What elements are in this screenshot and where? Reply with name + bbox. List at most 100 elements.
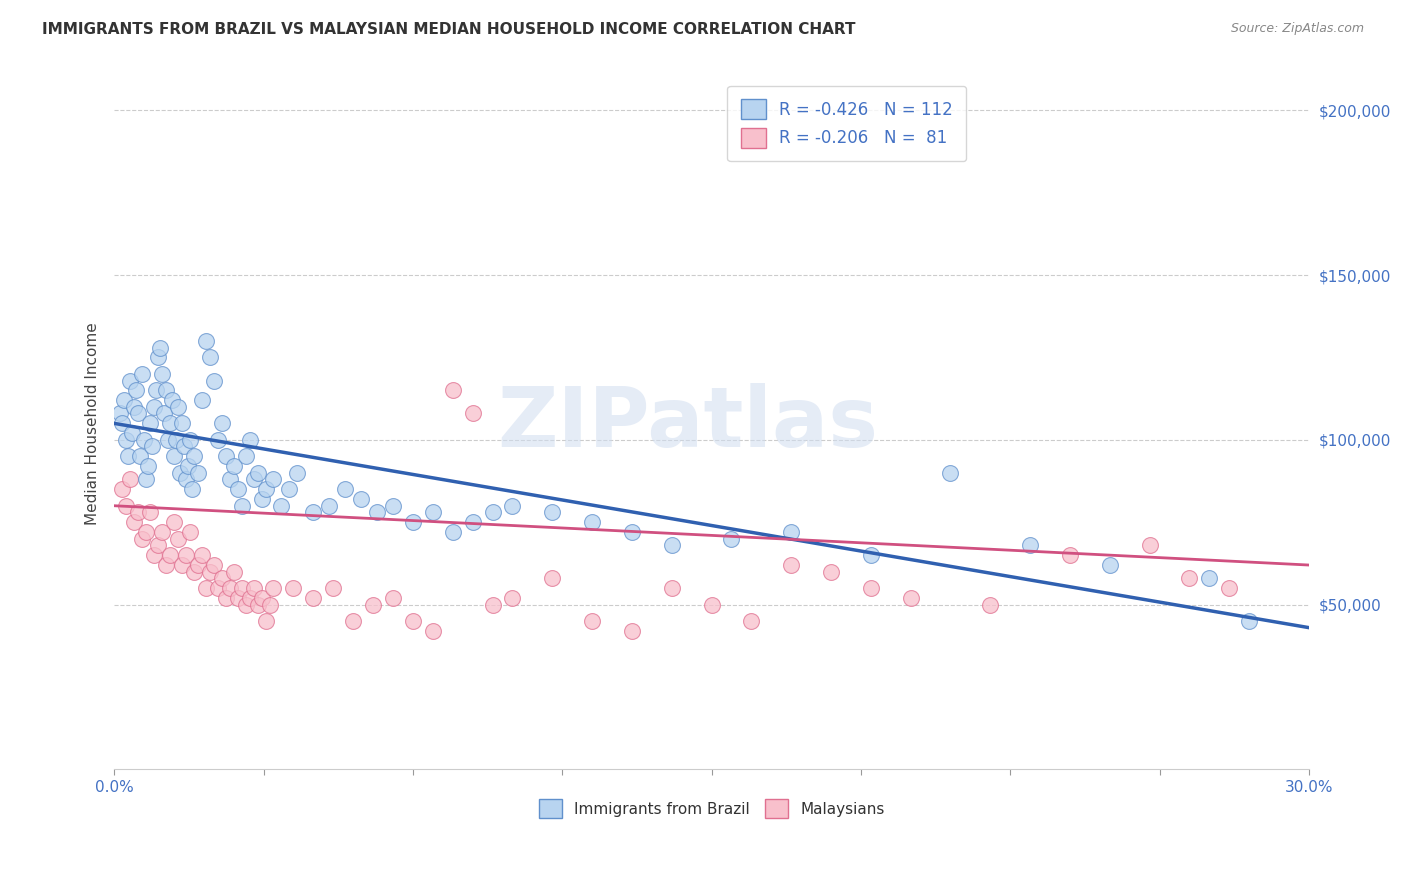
- Point: [111, 417, 134, 431]
- Point: [207, 433, 229, 447]
- Point: [146, 538, 169, 552]
- Point: [169, 466, 191, 480]
- Point: [115, 499, 138, 513]
- Point: [501, 591, 523, 605]
- Legend: Immigrants from Brazil, Malaysians: Immigrants from Brazil, Malaysians: [533, 793, 890, 824]
- Point: [381, 591, 404, 605]
- Point: [235, 598, 257, 612]
- Point: [361, 598, 384, 612]
- Point: [215, 450, 238, 464]
- Point: [541, 505, 564, 519]
- Point: [1019, 538, 1042, 552]
- Point: [402, 614, 425, 628]
- Point: [120, 472, 142, 486]
- Point: [194, 334, 217, 348]
- Point: [170, 558, 193, 572]
- Point: [254, 614, 277, 628]
- Point: [191, 393, 214, 408]
- Point: [202, 374, 225, 388]
- Point: [259, 598, 281, 612]
- Point: [167, 400, 190, 414]
- Point: [187, 558, 209, 572]
- Point: [131, 532, 153, 546]
- Point: [163, 515, 186, 529]
- Point: [143, 548, 166, 562]
- Point: [179, 525, 201, 540]
- Point: [422, 505, 444, 519]
- Point: [125, 384, 148, 398]
- Text: ZIPatlas: ZIPatlas: [498, 383, 879, 464]
- Point: [127, 407, 149, 421]
- Point: [180, 483, 202, 497]
- Point: [145, 384, 167, 398]
- Point: [1237, 614, 1260, 628]
- Point: [112, 393, 135, 408]
- Point: [122, 515, 145, 529]
- Point: [226, 591, 249, 605]
- Point: [150, 525, 173, 540]
- Point: [246, 466, 269, 480]
- Point: [740, 614, 762, 628]
- Point: [402, 515, 425, 529]
- Point: [278, 483, 301, 497]
- Point: [139, 505, 162, 519]
- Point: [250, 492, 273, 507]
- Point: [263, 581, 285, 595]
- Point: [287, 466, 309, 480]
- Point: [132, 433, 155, 447]
- Point: [979, 598, 1001, 612]
- Point: [620, 624, 643, 638]
- Point: [422, 624, 444, 638]
- Point: [283, 581, 305, 595]
- Point: [155, 384, 177, 398]
- Point: [211, 417, 233, 431]
- Point: [211, 571, 233, 585]
- Point: [194, 581, 217, 595]
- Point: [350, 492, 373, 507]
- Point: [174, 472, 197, 486]
- Point: [859, 548, 882, 562]
- Point: [441, 525, 464, 540]
- Point: [198, 351, 221, 365]
- Point: [155, 558, 177, 572]
- Point: [242, 581, 264, 595]
- Text: IMMIGRANTS FROM BRAZIL VS MALAYSIAN MEDIAN HOUSEHOLD INCOME CORRELATION CHART: IMMIGRANTS FROM BRAZIL VS MALAYSIAN MEDI…: [42, 22, 856, 37]
- Point: [183, 450, 205, 464]
- Point: [700, 598, 723, 612]
- Point: [153, 407, 176, 421]
- Point: [121, 426, 143, 441]
- Point: [159, 417, 181, 431]
- Point: [501, 499, 523, 513]
- Point: [183, 565, 205, 579]
- Point: [135, 525, 157, 540]
- Point: [165, 433, 187, 447]
- Point: [780, 525, 803, 540]
- Point: [939, 466, 962, 480]
- Point: [322, 581, 344, 595]
- Point: [1178, 571, 1201, 585]
- Point: [1059, 548, 1081, 562]
- Point: [231, 581, 253, 595]
- Point: [242, 472, 264, 486]
- Point: [231, 499, 253, 513]
- Point: [173, 439, 195, 453]
- Point: [226, 483, 249, 497]
- Point: [136, 459, 159, 474]
- Point: [461, 407, 484, 421]
- Point: [122, 400, 145, 414]
- Point: [900, 591, 922, 605]
- Point: [167, 532, 190, 546]
- Point: [270, 499, 292, 513]
- Point: [859, 581, 882, 595]
- Point: [202, 558, 225, 572]
- Point: [820, 565, 842, 579]
- Point: [146, 351, 169, 365]
- Point: [115, 433, 138, 447]
- Point: [143, 400, 166, 414]
- Point: [381, 499, 404, 513]
- Point: [235, 450, 257, 464]
- Point: [135, 472, 157, 486]
- Point: [139, 417, 162, 431]
- Point: [207, 581, 229, 595]
- Point: [141, 439, 163, 453]
